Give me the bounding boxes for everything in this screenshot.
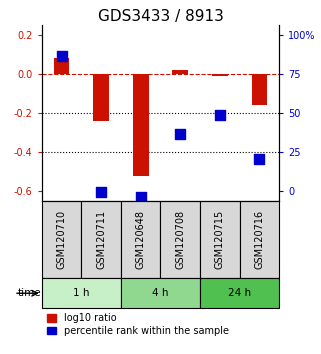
Point xyxy=(99,189,104,195)
Bar xyxy=(133,74,149,176)
Text: time: time xyxy=(18,288,42,298)
Point xyxy=(59,54,64,59)
Point xyxy=(178,131,183,137)
Point xyxy=(138,195,143,200)
FancyBboxPatch shape xyxy=(240,201,279,278)
FancyBboxPatch shape xyxy=(121,278,200,308)
FancyBboxPatch shape xyxy=(121,201,160,278)
Point xyxy=(217,112,222,118)
Text: GSM120711: GSM120711 xyxy=(96,210,106,269)
Text: 24 h: 24 h xyxy=(228,288,251,298)
Text: GSM120708: GSM120708 xyxy=(175,210,185,269)
FancyBboxPatch shape xyxy=(160,201,200,278)
Bar xyxy=(54,58,69,74)
Text: GSM120715: GSM120715 xyxy=(215,210,225,269)
FancyBboxPatch shape xyxy=(200,278,279,308)
Bar xyxy=(252,74,267,105)
FancyBboxPatch shape xyxy=(42,201,81,278)
Bar xyxy=(212,74,228,76)
Text: 4 h: 4 h xyxy=(152,288,169,298)
Text: GSM120710: GSM120710 xyxy=(56,210,66,269)
FancyBboxPatch shape xyxy=(200,201,240,278)
Text: 1 h: 1 h xyxy=(73,288,90,298)
Legend: log10 ratio, percentile rank within the sample: log10 ratio, percentile rank within the … xyxy=(47,313,229,336)
FancyBboxPatch shape xyxy=(81,201,121,278)
Text: GSM120716: GSM120716 xyxy=(255,210,265,269)
Bar xyxy=(172,70,188,74)
Text: GSM120648: GSM120648 xyxy=(136,210,146,269)
FancyBboxPatch shape xyxy=(42,278,121,308)
Bar xyxy=(93,74,109,121)
Point xyxy=(257,156,262,161)
Text: GDS3433 / 8913: GDS3433 / 8913 xyxy=(98,9,223,24)
